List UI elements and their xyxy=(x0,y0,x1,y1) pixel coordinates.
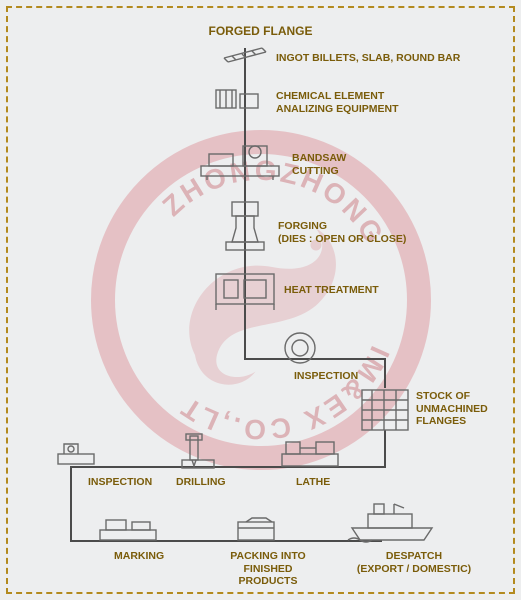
chemical-label-l2: ANALIZING EQUIPMENT xyxy=(276,103,399,115)
heat-icon xyxy=(210,270,280,317)
despatch-l1: DESPATCH xyxy=(386,550,442,562)
lathe-icon xyxy=(278,438,342,477)
stock-l3: FLANGES xyxy=(416,415,466,427)
ingot-icon xyxy=(222,44,268,69)
inspection2-label: INSPECTION xyxy=(88,476,152,489)
despatch-l2: (EXPORT / DOMESTIC) xyxy=(357,563,471,575)
stock-icon xyxy=(360,388,410,437)
flow-line xyxy=(384,358,386,388)
stock-l1: STOCK OF xyxy=(416,390,470,402)
ingot-label: INGOT BILLETS, SLAB, ROUND BAR xyxy=(276,52,460,65)
inspection1-label: INSPECTION xyxy=(294,370,358,383)
despatch-label: DESPATCH (EXPORT / DOMESTIC) xyxy=(354,550,474,575)
drilling-icon xyxy=(176,432,220,477)
lathe-label: LATHE xyxy=(296,476,330,489)
marking-label: MARKING xyxy=(114,550,164,563)
bandsaw-l1: BANDSAW xyxy=(292,152,346,164)
bandsaw-label: BANDSAW CUTTING xyxy=(292,152,346,177)
bandsaw-icon xyxy=(195,140,285,187)
packing-l1: PACKING INTO xyxy=(230,550,305,562)
inspection1-icon xyxy=(280,328,320,373)
bandsaw-l2: CUTTING xyxy=(292,165,339,177)
heat-label: HEAT TREATMENT xyxy=(284,284,379,297)
stock-label: STOCK OF UNMACHINED FLANGES xyxy=(416,390,488,428)
stock-l2: UNMACHINED xyxy=(416,403,488,415)
forging-l1: FORGING xyxy=(278,220,327,232)
packing-icon xyxy=(232,516,280,549)
chemical-label-l1: CHEMICAL ELEMENT xyxy=(276,90,384,102)
despatch-icon xyxy=(344,500,440,549)
inspection2-icon xyxy=(54,440,98,475)
packing-label: PACKING INTO FINISHED PRODUCTS xyxy=(218,550,318,588)
marking-icon xyxy=(96,514,160,549)
forging-label: FORGING (DIES : OPEN OR CLOSE) xyxy=(278,220,406,245)
drilling-label: DRILLING xyxy=(176,476,226,489)
flow-line xyxy=(70,466,72,540)
diagram-title: FORGED FLANGE xyxy=(0,24,521,38)
chemical-label: CHEMICAL ELEMENT ANALIZING EQUIPMENT xyxy=(276,90,399,115)
forging-icon xyxy=(222,200,268,259)
chemical-icon xyxy=(212,84,264,119)
forging-l2: (DIES : OPEN OR CLOSE) xyxy=(278,233,406,245)
packing-l2: FINISHED PRODUCTS xyxy=(239,563,298,588)
